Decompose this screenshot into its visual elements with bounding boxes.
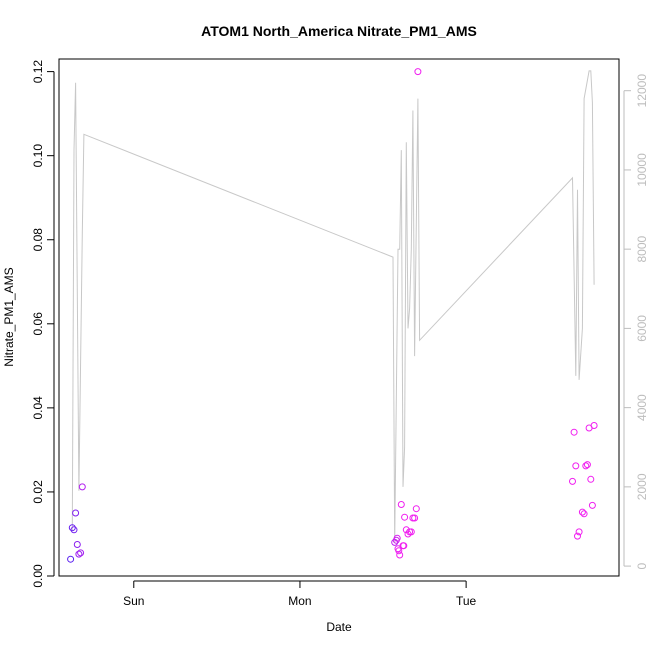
data-point (70, 526, 78, 534)
right-y-tick-label: 8000 (635, 235, 649, 262)
right-y-tick-label: 12000 (635, 74, 649, 108)
data-point (75, 550, 83, 558)
data-point (395, 547, 403, 555)
data-point (68, 524, 76, 532)
line-series (71, 70, 595, 543)
chart-title: ATOM1 North_America Nitrate_PM1_AMS (201, 23, 477, 39)
data-point (569, 477, 576, 485)
data-point (414, 68, 422, 76)
data-point (583, 461, 591, 469)
y-tick-label: 0.02 (31, 480, 45, 504)
data-point (400, 542, 408, 550)
right-y-tick-label: 4000 (635, 394, 649, 421)
y-axis-label: Nitrate_PM1_AMS (2, 267, 16, 366)
data-point (574, 532, 581, 540)
data-point (396, 551, 404, 559)
data-point (590, 422, 598, 429)
data-point (578, 508, 586, 516)
scatter-series (67, 68, 598, 563)
data-point (73, 541, 81, 548)
y-tick-label: 0.00 (31, 564, 45, 588)
y-tick-label: 0.08 (31, 228, 45, 252)
data-point (588, 501, 596, 509)
x-tick-label: Tue (456, 594, 477, 608)
data-point (393, 534, 401, 542)
data-point (67, 555, 75, 563)
right-y-tick-label: 2000 (635, 473, 649, 500)
plot-area (58, 58, 620, 577)
data-point (407, 528, 415, 536)
data-point (572, 462, 580, 470)
y-axis: 0.00 0.02 0.04 0.06 0.08 0.10 0.12 (31, 60, 55, 588)
data-point (397, 501, 405, 508)
altitude-line (71, 70, 595, 543)
right-y-axis: 0 2000 4000 6000 8000 10000 12000 (623, 74, 649, 569)
data-point (77, 549, 85, 557)
y-tick-label: 0.10 (31, 144, 45, 168)
right-y-tick-label: 0 (635, 562, 649, 569)
y-tick-label: 0.12 (31, 60, 45, 84)
x-axis: Sun Mon Tue (123, 580, 477, 608)
data-point (78, 483, 86, 491)
right-y-tick-label: 6000 (635, 315, 649, 342)
data-point (587, 475, 595, 483)
x-tick-label: Mon (288, 594, 311, 608)
right-y-tick-label: 10000 (635, 153, 649, 187)
data-point (412, 505, 420, 513)
x-axis-label: Date (326, 620, 352, 634)
data-point (401, 513, 409, 521)
data-point (570, 428, 578, 436)
data-point (575, 528, 583, 536)
x-tick-label: Sun (123, 594, 144, 608)
data-point (580, 510, 588, 518)
data-point (411, 514, 419, 522)
data-point (72, 509, 80, 517)
y-tick-label: 0.04 (31, 396, 45, 420)
y-tick-label: 0.06 (31, 312, 45, 336)
data-point (582, 462, 590, 470)
